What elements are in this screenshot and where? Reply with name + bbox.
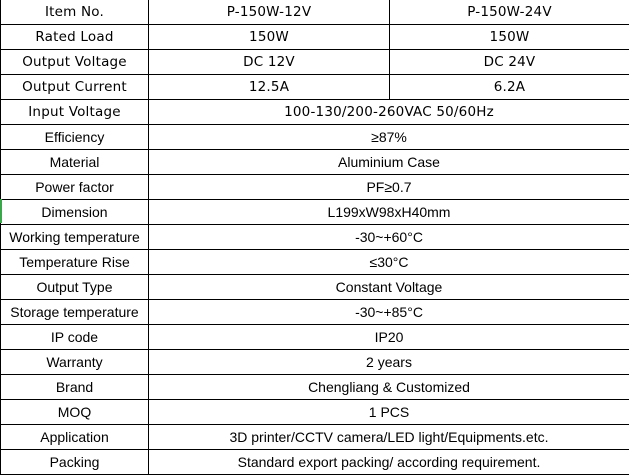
value-24v: DC 24V <box>389 49 629 75</box>
value-12v: DC 12V <box>148 49 390 75</box>
table-row-item-no: Item No. P-150W-12V P-150W-24V <box>0 0 629 25</box>
row-label: Output Voltage <box>0 49 149 75</box>
row-value: 100-130/200-260VAC 50/60Hz <box>148 99 629 125</box>
row-label: Temperature Rise <box>0 249 149 275</box>
row-label: Item No. <box>0 0 149 25</box>
row-label: Power factor <box>0 174 149 200</box>
row-label: Warranty <box>0 349 149 375</box>
row-label: Brand <box>0 374 149 400</box>
row-value: Aluminium Case <box>148 149 629 175</box>
value-24v: 6.2A <box>389 74 629 100</box>
table-row: Packing Standard export packing/ accordin… <box>0 449 629 475</box>
table-row: IP code IP20 <box>0 324 629 350</box>
table-row: Rated Load 150W 150W <box>0 24 629 50</box>
table-row: Power factor PF≥0.7 <box>0 174 629 200</box>
row-label: Application <box>0 424 149 450</box>
row-label: Input Voltage <box>0 99 149 125</box>
table-row: Output Current 12.5A 6.2A <box>0 74 629 100</box>
row-label: Packing <box>0 449 149 475</box>
row-label: Storage temperature <box>0 299 149 325</box>
row-value: -30~+60°C <box>148 224 629 250</box>
row-value: Constant Voltage <box>148 274 629 300</box>
row-label: Material <box>0 149 149 175</box>
model-24v: P-150W-24V <box>389 0 629 25</box>
value-24v: 150W <box>389 24 629 50</box>
row-value: 3D printer/CCTV camera/LED light/Equipme… <box>148 424 629 450</box>
row-value: 1 PCS <box>148 399 629 425</box>
value-12v: 12.5A <box>148 74 390 100</box>
table-row: Storage temperature -30~+85°C <box>0 299 629 325</box>
cell-selection-marker <box>0 199 2 223</box>
row-label: Rated Load <box>0 24 149 50</box>
table-row: Working temperature -30~+60°C <box>0 224 629 250</box>
row-label: MOQ <box>0 399 149 425</box>
model-12v: P-150W-12V <box>148 0 390 25</box>
row-label: Efficiency <box>0 124 149 150</box>
table-row: Application 3D printer/CCTV camera/LED li… <box>0 424 629 450</box>
table-row: MOQ 1 PCS <box>0 399 629 425</box>
row-label: Working temperature <box>0 224 149 250</box>
row-value: PF≥0.7 <box>148 174 629 200</box>
table-row: Brand Chengliang & Customized <box>0 374 629 400</box>
table-row: Warranty 2 years <box>0 349 629 375</box>
row-label: IP code <box>0 324 149 350</box>
row-value: IP20 <box>148 324 629 350</box>
row-value: Standard export packing/ according requi… <box>148 449 629 475</box>
row-value: ≥87% <box>148 124 629 150</box>
table-row: Material Aluminium Case <box>0 149 629 175</box>
value-12v: 150W <box>148 24 390 50</box>
table-row: Dimension L199xW98xH40mm <box>0 199 629 225</box>
row-value: Chengliang & Customized <box>148 374 629 400</box>
table-row: Efficiency ≥87% <box>0 124 629 150</box>
row-value: L199xW98xH40mm <box>148 199 629 225</box>
row-label: Dimension <box>0 199 149 225</box>
row-label: Output Current <box>0 74 149 100</box>
table-row: Input Voltage 100-130/200-260VAC 50/60Hz <box>0 99 629 125</box>
table-row: Output Voltage DC 12V DC 24V <box>0 49 629 75</box>
row-value: 2 years <box>148 349 629 375</box>
row-value: ≤30°C <box>148 249 629 275</box>
table-row: Output Type Constant Voltage <box>0 274 629 300</box>
row-value: -30~+85°C <box>148 299 629 325</box>
row-label: Output Type <box>0 274 149 300</box>
table-row: Temperature Rise ≤30°C <box>0 249 629 275</box>
